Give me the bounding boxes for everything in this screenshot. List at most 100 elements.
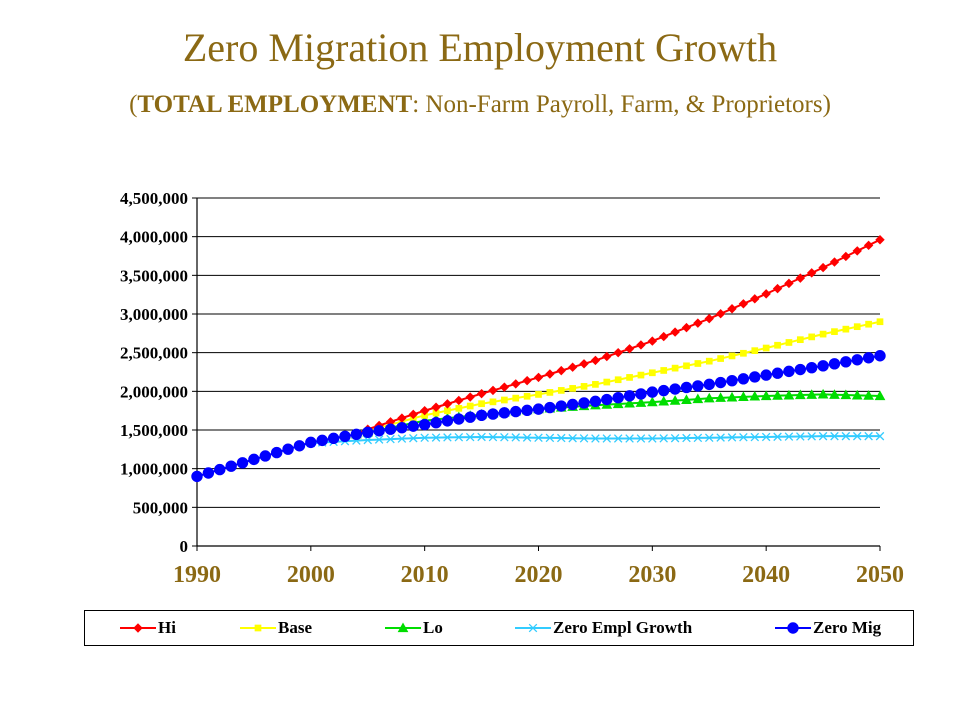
data-point (626, 374, 633, 381)
data-point (454, 433, 464, 442)
data-point (659, 434, 668, 443)
data-point (749, 390, 761, 401)
data-point (591, 434, 600, 443)
data-point (431, 402, 441, 412)
data-point (659, 331, 669, 342)
y-tick-label: 0 (180, 537, 189, 556)
data-point (396, 421, 408, 434)
data-point (601, 393, 613, 406)
data-point (717, 355, 724, 362)
y-tick-label: 4,500,000 (120, 189, 188, 208)
y-tick-label: 3,500,000 (120, 266, 188, 285)
data-point (874, 390, 886, 401)
x-tick-label: 2020 (515, 562, 563, 588)
data-point (784, 278, 794, 289)
data-point (510, 405, 522, 418)
data-point (443, 433, 452, 442)
data-point (305, 436, 317, 449)
data-point (533, 372, 544, 383)
subtitle-bold: TOTAL EMPLOYMENT (137, 91, 413, 118)
data-point (693, 433, 703, 443)
data-point (670, 433, 680, 443)
data-point (282, 443, 294, 455)
data-point (544, 401, 556, 414)
data-point (557, 433, 566, 443)
data-point (819, 330, 827, 338)
data-point (327, 432, 340, 445)
data-point (602, 434, 612, 443)
data-point (555, 400, 567, 412)
data-point (293, 440, 306, 452)
data-point (852, 246, 862, 256)
data-point (270, 446, 283, 459)
data-point (534, 433, 543, 442)
data-point (455, 404, 463, 412)
data-point (225, 460, 237, 472)
data-point (658, 384, 670, 397)
data-point (727, 304, 737, 314)
legend-item-base: Base (240, 611, 312, 645)
data-point (773, 432, 782, 442)
series-zero-mig (191, 350, 886, 483)
legend-label: Lo (423, 618, 443, 637)
data-point (476, 388, 487, 399)
data-point (808, 333, 816, 341)
data-point (602, 351, 612, 362)
data-point (499, 382, 510, 392)
data-point (465, 432, 475, 442)
data-point (703, 378, 715, 391)
data-point (669, 395, 681, 405)
data-point (407, 420, 419, 432)
data-point (726, 374, 738, 387)
data-point (818, 262, 828, 273)
data-point (760, 390, 772, 401)
data-point (397, 622, 409, 633)
data-point (488, 385, 498, 396)
data-point (259, 450, 271, 462)
legend-item-zero-mig: Zero Mig (775, 611, 881, 645)
data-point (614, 376, 622, 384)
chart-title: Zero Migration Employment Growth (182, 25, 778, 70)
data-point (785, 339, 793, 346)
legend-label: Zero Mig (813, 618, 882, 637)
subtitle-rest: : Non-Farm Payroll, Farm, & Proprietors) (412, 91, 831, 118)
data-point (133, 623, 143, 633)
data-point (738, 391, 749, 402)
data-point (316, 434, 328, 447)
data-point (841, 251, 851, 262)
data-point (749, 371, 761, 383)
data-point (796, 432, 805, 441)
data-point (625, 434, 634, 443)
data-point (339, 430, 351, 443)
data-point (796, 336, 804, 344)
data-point (545, 369, 555, 379)
data-point (511, 379, 521, 389)
data-point (830, 431, 839, 441)
data-point (545, 433, 555, 443)
data-point (511, 433, 520, 442)
data-point (851, 354, 863, 366)
data-point (477, 432, 486, 442)
data-point (522, 375, 532, 386)
data-point (760, 369, 772, 381)
data-point (603, 378, 611, 386)
y-tick-label: 1,000,000 (120, 460, 188, 479)
data-point (580, 383, 588, 390)
legend-item-zero-empl-growth: Zero Empl Growth (515, 611, 692, 645)
x-tick-label: 2030 (628, 562, 676, 588)
data-point (557, 387, 565, 394)
data-point (488, 432, 498, 442)
data-point (680, 381, 693, 394)
data-point (874, 350, 886, 362)
data-point (579, 434, 589, 443)
data-point (862, 352, 875, 364)
data-point (692, 393, 704, 404)
data-point (579, 359, 589, 369)
data-point (535, 391, 542, 398)
data-point (851, 389, 863, 400)
chart-subtitle: (TOTAL EMPLOYMENT: Non-Farm Payroll, Far… (0, 91, 960, 119)
legend-label: Hi (158, 618, 176, 637)
y-tick-label: 4,000,000 (120, 228, 188, 247)
data-point (589, 395, 602, 408)
data-point (771, 367, 784, 379)
